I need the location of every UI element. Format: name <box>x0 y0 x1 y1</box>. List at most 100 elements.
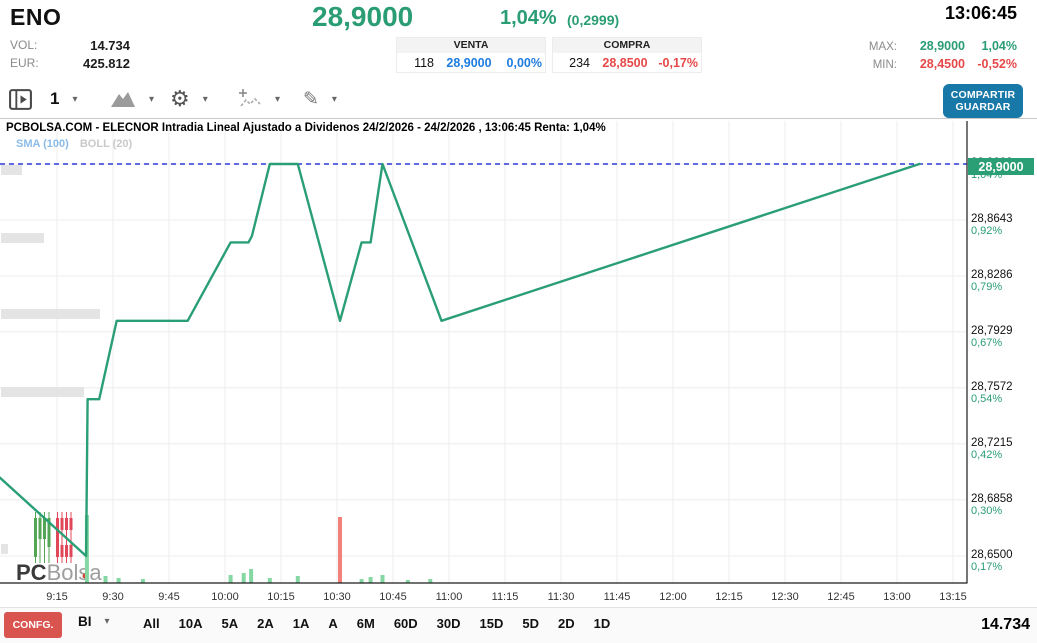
svg-text:12:15: 12:15 <box>715 591 743 603</box>
max-label: MAX: <box>868 41 897 53</box>
volume-row: VOL: 14.734 <box>10 38 130 53</box>
svg-text:0,42%: 0,42% <box>971 449 1002 461</box>
chart-title: PCBOLSA.COM - ELECNOR Intradia Lineal Aj… <box>6 122 606 134</box>
share-save-button[interactable]: COMPARTIR GUARDAR <box>943 84 1023 118</box>
period-selector: All 10A 5A 2A 1A A 6M 60D 30D 15D 5D 2D 1D <box>140 614 613 633</box>
mode-value: BI <box>78 614 92 629</box>
draw-tools-dropdown[interactable]: ✎ ▾ <box>303 86 337 112</box>
share-label: COMPARTIR <box>950 89 1016 101</box>
period-button-5a[interactable]: 5A <box>218 614 241 633</box>
svg-text:10:15: 10:15 <box>267 591 295 603</box>
pcbolsa-watermark: PCBolsa <box>16 512 102 585</box>
eur-row: EUR: 425.812 <box>10 56 130 71</box>
max-percent: 1,04% <box>981 39 1017 53</box>
venta-row: 118 28,9000 0,00% <box>397 53 545 72</box>
svg-text:12:00: 12:00 <box>659 591 687 603</box>
svg-text:10:30: 10:30 <box>323 591 351 603</box>
compra-quantity: 234 <box>569 55 590 70</box>
venta-header: VENTA <box>397 38 545 53</box>
interval-dropdown[interactable]: 1 ▾ <box>50 86 78 112</box>
chart-type-dropdown[interactable]: ▾ <box>110 86 154 112</box>
period-button-15d[interactable]: 15D <box>477 614 507 633</box>
current-price-tag <box>968 158 1034 175</box>
vol-label: VOL: <box>10 38 38 52</box>
legend-sma[interactable]: SMA (100) <box>16 138 69 150</box>
legend-boll[interactable]: BOLL (20) <box>79 138 133 150</box>
min-percent: -0,52% <box>977 57 1017 71</box>
save-label: GUARDAR <box>955 101 1011 113</box>
svg-text:0,92%: 0,92% <box>971 225 1002 237</box>
compra-price: 28,8500 <box>602 55 648 70</box>
chart-panel: PCBOLSA.COM - ELECNOR Intradia Lineal Aj… <box>0 118 1037 608</box>
last-price: 28,9000 <box>312 1 414 32</box>
chevron-down-icon: ▾ <box>331 93 337 105</box>
venta-percent: 0,00% <box>506 55 542 70</box>
panel-toggle-icon <box>9 88 32 110</box>
svg-text:10:00: 10:00 <box>211 591 239 603</box>
chevron-down-icon: ▾ <box>202 93 208 105</box>
mountain-chart-icon <box>111 92 135 107</box>
period-button-all[interactable]: All <box>140 614 163 633</box>
period-button-5d[interactable]: 5D <box>519 614 542 633</box>
period-button-6m[interactable]: 6M <box>354 614 378 633</box>
config-button[interactable]: CONFG. <box>4 612 62 638</box>
period-button-30d[interactable]: 30D <box>434 614 464 633</box>
mode-dropdown[interactable]: BI ▾ <box>78 614 110 629</box>
price-chart[interactable]: 9:15 9:30 9:45 10:00 10:15 10:30 10:45 11:00 11:… <box>0 119 1037 608</box>
draw-pencil-icon: ✎ <box>303 88 319 110</box>
svg-text:11:30: 11:30 <box>548 591 575 603</box>
svg-text:12:30: 12:30 <box>771 591 799 603</box>
eur-label: EUR: <box>10 56 39 70</box>
venta-quote-box[interactable]: VENTA 118 28,9000 0,00% <box>396 37 546 73</box>
svg-text:11:00: 11:00 <box>436 591 463 603</box>
chevron-down-icon: ▾ <box>275 93 281 105</box>
venta-price: 28,9000 <box>446 55 492 70</box>
settings-dropdown[interactable]: ⚙ ▾ <box>170 86 208 112</box>
chart-toolbar: 1 ▾ ▾ ⚙ ▾ ▾ ✎ ▾ COMPARTIR G <box>0 80 1037 118</box>
svg-text:13:15: 13:15 <box>939 591 967 603</box>
max-value: 28,9000 <box>919 39 965 53</box>
svg-text:12:45: 12:45 <box>827 591 855 603</box>
watermark-c-candles <box>56 518 73 557</box>
total-volume: 14.734 <box>981 616 1030 633</box>
min-value: 28,4500 <box>919 57 965 71</box>
watermark-text: PCBolsa <box>16 560 102 585</box>
panel-toggle-button[interactable] <box>8 86 33 112</box>
max-row: MAX: 28,9000 1,04% <box>869 39 1017 53</box>
svg-text:28,6500: 28,6500 <box>971 549 1013 561</box>
period-button-2a[interactable]: 2A <box>254 614 277 633</box>
period-button-1d[interactable]: 1D <box>591 614 614 633</box>
svg-text:28,9000: 28,9000 <box>978 160 1023 174</box>
svg-text:0,54%: 0,54% <box>971 393 1002 405</box>
period-button-a[interactable]: A <box>325 614 340 633</box>
period-button-60d[interactable]: 60D <box>391 614 421 633</box>
chevron-down-icon: ▾ <box>72 93 78 105</box>
svg-text:0,17%: 0,17% <box>971 561 1002 573</box>
chevron-down-icon: ▾ <box>104 616 110 627</box>
vol-value: 14.734 <box>90 38 130 53</box>
min-label: MIN: <box>872 59 897 71</box>
period-button-10a[interactable]: 10A <box>176 614 206 633</box>
svg-text:10:45: 10:45 <box>379 591 407 603</box>
venta-quantity: 118 <box>414 55 434 70</box>
interval-value: 1 <box>50 89 60 108</box>
compra-percent: -0,17% <box>658 55 698 70</box>
svg-text:13:00: 13:00 <box>883 591 911 603</box>
svg-text:0,79%: 0,79% <box>971 281 1002 293</box>
svg-text:28,7572: 28,7572 <box>971 381 1013 393</box>
svg-text:28,8643: 28,8643 <box>971 213 1013 225</box>
header: ENO VOL: 14.734 EUR: 425.812 28,9000 1,0… <box>0 0 1037 80</box>
chevron-down-icon: ▾ <box>149 93 155 105</box>
change-absolute: (0,2999) <box>567 12 620 28</box>
ticker-symbol: ENO <box>10 4 62 30</box>
compra-quote-box[interactable]: COMPRA 234 28,8500 -0,17% <box>552 37 702 73</box>
svg-text:28,6858: 28,6858 <box>971 493 1013 505</box>
compra-header: COMPRA <box>553 38 701 53</box>
compra-row: 234 28,8500 -0,17% <box>553 53 701 72</box>
svg-text:11:15: 11:15 <box>492 591 519 603</box>
svg-text:9:15: 9:15 <box>46 591 67 603</box>
add-indicator-dropdown[interactable]: ▾ <box>238 86 280 112</box>
period-button-2d[interactable]: 2D <box>555 614 578 633</box>
period-button-1a[interactable]: 1A <box>290 614 313 633</box>
